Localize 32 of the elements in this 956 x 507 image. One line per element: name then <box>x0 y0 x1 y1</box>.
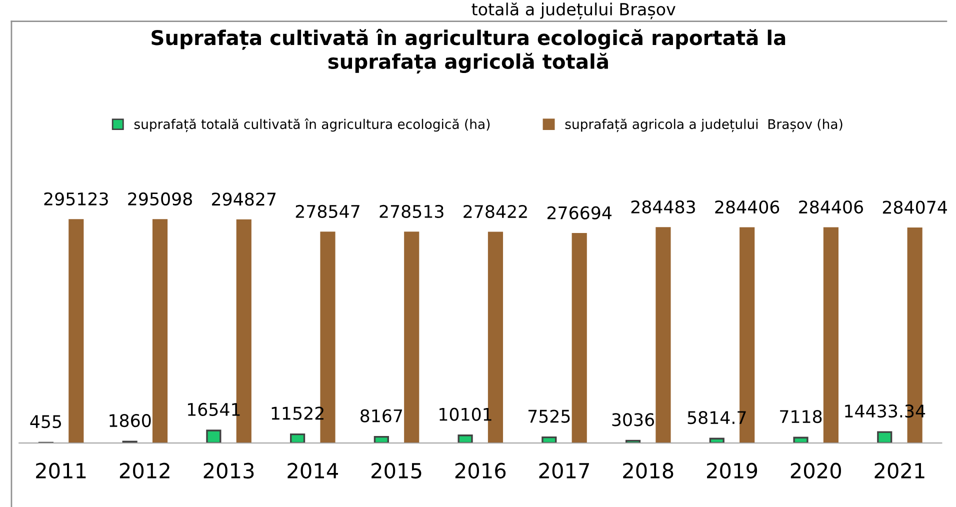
legend-label: suprafață totală cultivată în agricultura ecologică (ha) <box>134 118 490 132</box>
text: totală a județului Brașov <box>472 2 676 20</box>
data-label: 284074 <box>882 200 947 214</box>
x-tick-label: 2015 <box>372 462 422 479</box>
data-label: 278422 <box>464 204 527 218</box>
data-label: 278513 <box>380 204 444 218</box>
x-tick-label: 2011 <box>36 462 86 479</box>
data-label: 7525 <box>528 410 570 423</box>
data-label: 284406 <box>715 200 780 214</box>
x-tick-label: 2014 <box>288 462 338 479</box>
x-tick-label: 2016 <box>455 462 506 479</box>
data-label: 284406 <box>799 200 863 214</box>
data-label: 278547 <box>296 204 360 218</box>
data-label: 1860 <box>110 414 151 428</box>
x-tick-label: 2013 <box>204 462 254 479</box>
legend-label: suprafață agricola a județului Brașov (ha) <box>565 118 842 132</box>
x-tick-label: 2018 <box>623 462 674 479</box>
x-tick-label: 2020 <box>790 462 841 479</box>
x-tick-label: 2012 <box>120 462 170 479</box>
data-label: 294827 <box>212 192 276 206</box>
data-label: 284483 <box>631 200 695 214</box>
x-tick-label: 2017 <box>539 462 589 479</box>
data-label: 295123 <box>44 192 108 206</box>
data-label: 455 <box>30 415 62 428</box>
chart-title: Suprafața cultivată în agricultura ecologică raportată la suprafața agricolă totală <box>152 28 786 74</box>
data-label: 3036 <box>612 413 654 426</box>
data-label: 7118 <box>780 410 822 424</box>
x-tick-label: 2019 <box>707 462 758 479</box>
x-tick-label: 2021 <box>874 462 924 479</box>
data-label: 295098 <box>128 192 192 206</box>
data-label: 8167 <box>360 409 402 422</box>
data-label: 276694 <box>547 206 612 220</box>
